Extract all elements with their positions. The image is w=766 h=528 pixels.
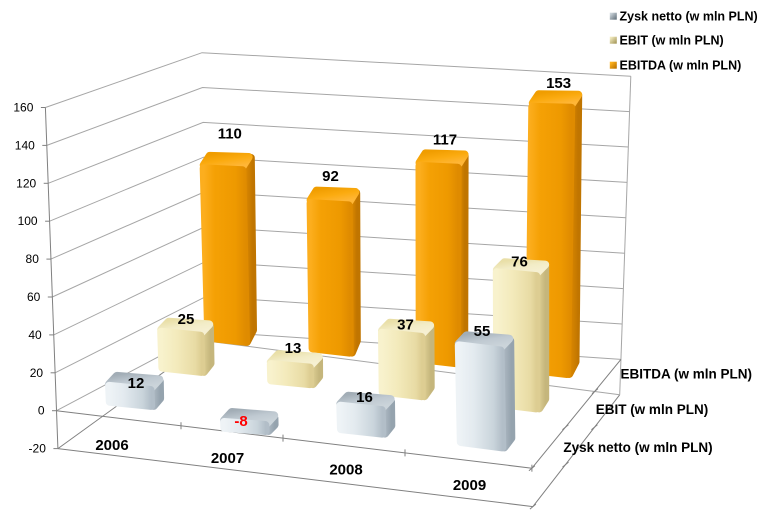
svg-text:117: 117 — [433, 132, 457, 149]
svg-text:80: 80 — [26, 252, 40, 266]
svg-text:-20: -20 — [29, 442, 47, 456]
svg-text:120: 120 — [16, 176, 36, 190]
svg-text:EBITDA (w mln PLN): EBITDA (w mln PLN) — [620, 59, 742, 73]
svg-text:16: 16 — [356, 389, 373, 406]
svg-text:13: 13 — [285, 340, 302, 357]
svg-text:60: 60 — [27, 290, 41, 304]
svg-text:25: 25 — [178, 311, 195, 328]
svg-text:2007: 2007 — [211, 450, 244, 467]
svg-text:Zysk netto (w mln PLN): Zysk netto (w mln PLN) — [620, 10, 758, 24]
svg-text:0: 0 — [38, 404, 45, 418]
svg-text:37: 37 — [397, 317, 414, 334]
svg-text:EBIT (w mln PLN): EBIT (w mln PLN) — [596, 402, 709, 417]
svg-text:EBITDA (w mln PLN): EBITDA (w mln PLN) — [621, 367, 753, 382]
svg-text:Zysk netto (w mln PLN): Zysk netto (w mln PLN) — [563, 440, 712, 455]
svg-text:-8: -8 — [234, 413, 247, 430]
svg-text:40: 40 — [28, 328, 42, 342]
svg-text:76: 76 — [511, 254, 528, 271]
svg-text:92: 92 — [322, 168, 339, 185]
svg-text:153: 153 — [546, 75, 571, 92]
svg-text:160: 160 — [13, 101, 33, 115]
svg-text:12: 12 — [128, 375, 145, 392]
svg-text:110: 110 — [218, 126, 242, 143]
svg-text:140: 140 — [15, 138, 35, 152]
svg-text:100: 100 — [18, 214, 38, 228]
svg-text:EBIT (w mln PLN): EBIT (w mln PLN) — [620, 34, 724, 48]
svg-text:2009: 2009 — [453, 477, 486, 494]
svg-text:2006: 2006 — [95, 437, 128, 454]
svg-text:20: 20 — [30, 366, 44, 380]
svg-text:55: 55 — [474, 323, 491, 340]
svg-text:2008: 2008 — [329, 462, 362, 479]
